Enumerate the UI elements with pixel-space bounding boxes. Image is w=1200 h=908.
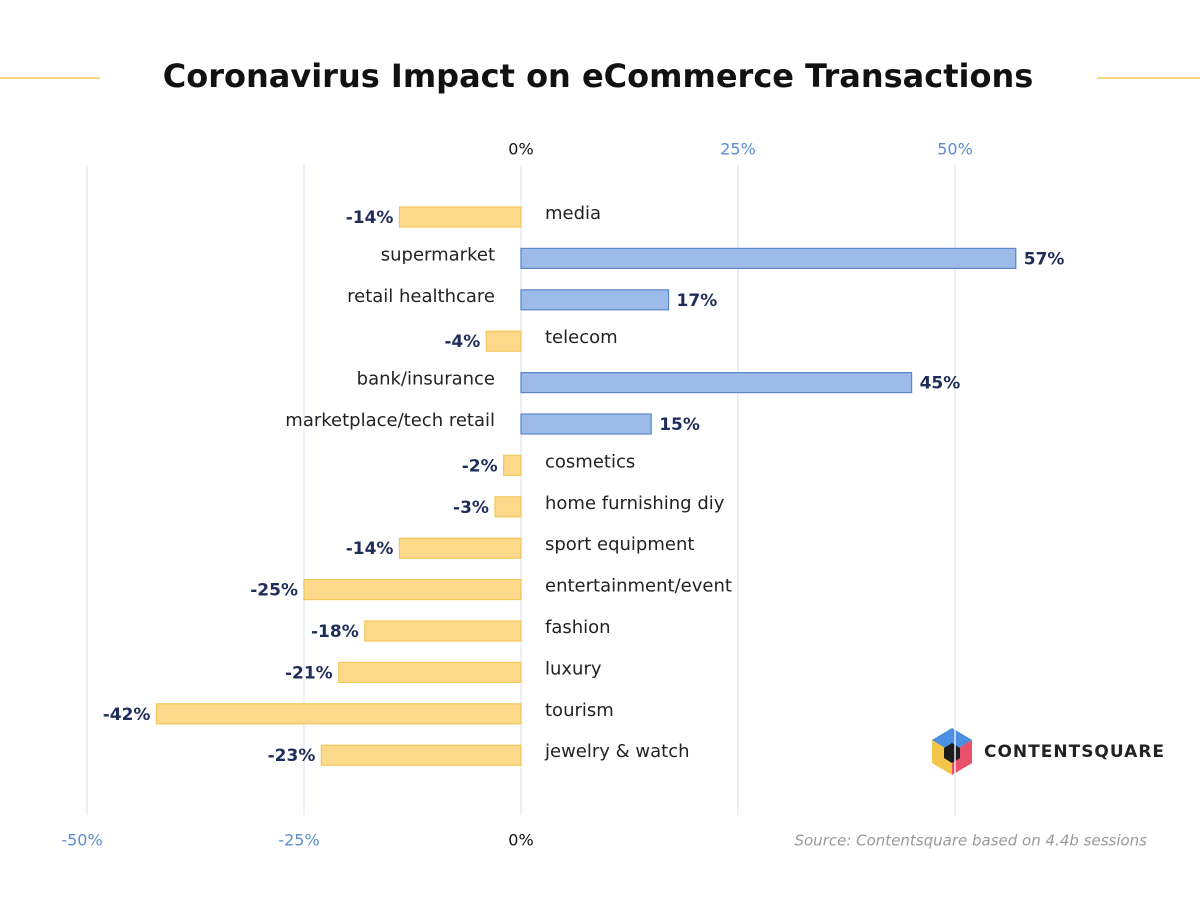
category-label: fashion — [545, 617, 611, 638]
bar — [398, 537, 522, 559]
category-label: tourism — [545, 700, 614, 721]
value-label: -2% — [462, 456, 498, 476]
bar — [503, 454, 522, 476]
value-label: -23% — [268, 746, 316, 766]
bar — [485, 330, 522, 352]
x-tick-label: 0% — [508, 140, 533, 159]
category-label: media — [545, 203, 601, 224]
logo-icon — [932, 728, 972, 775]
value-label: -14% — [346, 539, 394, 559]
bar — [520, 413, 652, 435]
bar — [155, 703, 522, 725]
value-label: -42% — [103, 705, 151, 725]
chart-title: Coronavirus Impact on eCommerce Transact… — [163, 57, 1034, 95]
brand: CONTENTSQUARE — [984, 742, 1165, 762]
bar — [520, 247, 1017, 269]
x-tick-label: -50% — [61, 831, 102, 850]
category-label: entertainment/event — [545, 576, 732, 597]
value-label: 17% — [677, 291, 718, 311]
category-label: home furnishing diy — [545, 493, 725, 514]
bar — [303, 578, 522, 601]
bar — [520, 289, 670, 311]
value-label: 57% — [1024, 249, 1065, 269]
category-label: marketplace/tech retail — [285, 410, 495, 431]
category-label: jewelry & watch — [544, 741, 690, 762]
value-label: -21% — [285, 663, 333, 683]
bar — [520, 372, 913, 394]
category-label: retail healthcare — [347, 286, 495, 307]
x-tick-label: 25% — [720, 140, 756, 159]
x-tick-label: 0% — [508, 831, 533, 850]
value-label: 45% — [920, 374, 961, 394]
category-label: bank/insurance — [357, 369, 495, 390]
bar — [338, 661, 522, 684]
category-label: luxury — [545, 658, 602, 679]
bar — [398, 206, 522, 228]
value-label: -18% — [311, 622, 359, 642]
value-label: 15% — [659, 415, 700, 435]
value-label: -25% — [250, 581, 298, 601]
category-label: telecom — [545, 327, 618, 348]
bar — [320, 744, 522, 766]
source: Source: Contentsquare based on 4.4b sess… — [794, 832, 1147, 850]
category-label: supermarket — [381, 244, 495, 265]
value-label: -4% — [444, 332, 480, 352]
category-label: cosmetics — [545, 451, 635, 472]
bar — [364, 620, 522, 642]
category-label: sport equipment — [545, 534, 694, 555]
bar — [494, 496, 522, 518]
value-label: -3% — [453, 498, 489, 518]
x-tick-label: 50% — [937, 140, 973, 159]
x-tick-label: -25% — [278, 831, 319, 850]
value-label: -14% — [346, 208, 394, 228]
